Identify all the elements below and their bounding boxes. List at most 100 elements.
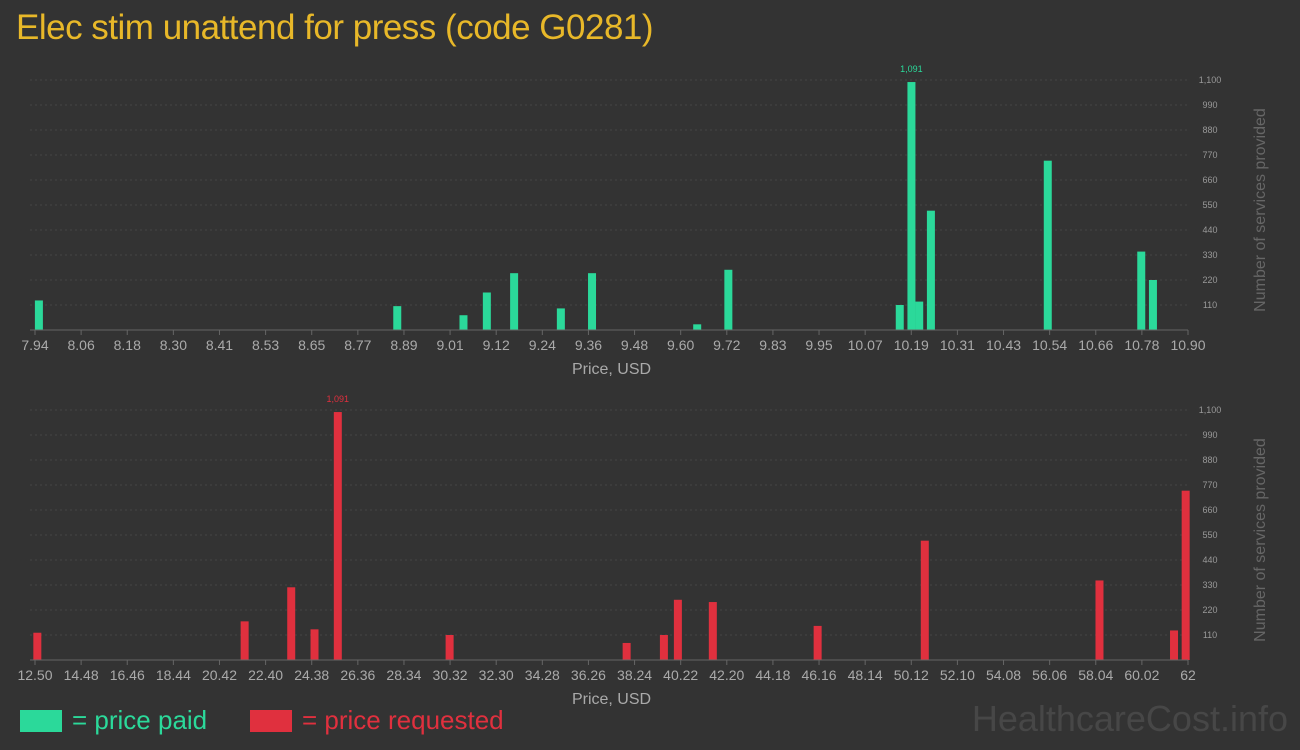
watermark-logo: HealthcareCost.info — [971, 698, 1288, 739]
x-tick-label: 10.90 — [1170, 337, 1205, 353]
bar — [693, 324, 702, 330]
x-tick-label: 24.38 — [294, 667, 329, 683]
x-tick-label: 52.10 — [940, 667, 975, 683]
bar — [393, 306, 402, 330]
x-tick-label: 8.65 — [298, 337, 325, 353]
x-tick-label: 30.32 — [433, 667, 468, 683]
x-tick-label: 8.77 — [344, 337, 371, 353]
y-tick-label: 440 — [1202, 555, 1217, 565]
paid-swatch — [20, 709, 62, 732]
x-tick-label: 46.16 — [802, 667, 837, 683]
y-tick-label: 550 — [1202, 530, 1217, 540]
x-tick-label: 9.72 — [713, 337, 740, 353]
x-tick-label: 7.94 — [21, 337, 48, 353]
x-tick-label: 8.06 — [67, 337, 94, 353]
bar — [556, 308, 565, 330]
x-tick-label: 40.22 — [663, 667, 698, 683]
bar — [459, 315, 468, 330]
bar — [33, 632, 42, 660]
x-tick-label: 12.50 — [17, 667, 52, 683]
bar — [724, 269, 733, 330]
x-tick-label: 56.06 — [1032, 667, 1067, 683]
bar — [673, 599, 682, 660]
x-tick-label: 9.60 — [667, 337, 694, 353]
x-tick-label: 9.36 — [575, 337, 602, 353]
y-axis-label: Number of services provided — [1252, 438, 1269, 642]
y-tick-label: 990 — [1202, 430, 1217, 440]
bar — [588, 273, 597, 330]
bar — [915, 301, 924, 330]
y-tick-label: 880 — [1202, 125, 1217, 135]
legend-requested-label: = price requested — [302, 705, 504, 735]
bar — [1043, 160, 1052, 330]
x-tick-label: 50.12 — [894, 667, 929, 683]
x-tick-label: 10.19 — [894, 337, 929, 353]
y-tick-label: 440 — [1202, 225, 1217, 235]
x-tick-label: 22.40 — [248, 667, 283, 683]
x-tick-label: 32.30 — [479, 667, 514, 683]
x-tick-label: 9.01 — [436, 337, 463, 353]
y-tick-label: 110 — [1203, 300, 1217, 310]
y-tick-label: 330 — [1202, 580, 1217, 590]
y-tick-label: 1,100 — [1199, 405, 1222, 415]
max-value-label: 1,091 — [327, 394, 350, 404]
bar — [445, 635, 454, 660]
y-tick-label: 220 — [1202, 275, 1217, 285]
x-axis-label: Price, USD — [572, 361, 651, 378]
x-tick-label: 54.08 — [986, 667, 1021, 683]
x-tick-label: 20.42 — [202, 667, 237, 683]
bar — [240, 621, 249, 660]
bar — [895, 305, 904, 330]
x-tick-label: 8.41 — [206, 337, 233, 353]
y-tick-label: 660 — [1202, 505, 1217, 515]
x-tick-label: 38.24 — [617, 667, 652, 683]
x-tick-label: 18.44 — [156, 667, 191, 683]
legend-requested: = price requested — [250, 705, 504, 736]
bar — [659, 635, 668, 660]
bar — [1095, 580, 1104, 660]
bar — [1148, 280, 1157, 330]
bar — [920, 540, 929, 660]
x-tick-label: 9.12 — [483, 337, 510, 353]
x-tick-label: 9.48 — [621, 337, 648, 353]
y-tick-label: 770 — [1202, 480, 1217, 490]
x-tick-label: 9.83 — [759, 337, 786, 353]
bar — [287, 587, 296, 660]
price-paid-chart: 110 220 330 440 550 660 770 880 990 1,100 1,091 7.9… — [21, 64, 1269, 378]
max-value-label: 1,091 — [900, 64, 923, 74]
y-tick-label: 770 — [1202, 150, 1217, 160]
page-title: Elec stim unattend for press (code G0281… — [16, 8, 654, 47]
x-tick-label: 60.02 — [1124, 667, 1159, 683]
y-tick-label: 330 — [1202, 250, 1217, 260]
x-tick-label: 10.78 — [1124, 337, 1159, 353]
x-tick-label: 42.20 — [709, 667, 744, 683]
bar — [708, 602, 717, 660]
bar — [510, 273, 519, 330]
x-tick-label: 10.07 — [848, 337, 883, 353]
bar — [482, 292, 491, 330]
bar — [907, 82, 916, 330]
y-tick-label: 220 — [1202, 605, 1217, 615]
x-tick-label: 10.31 — [940, 337, 975, 353]
x-tick-label: 58.04 — [1078, 667, 1113, 683]
bar — [34, 300, 43, 330]
x-tick-label: 9.24 — [529, 337, 556, 353]
x-tick-label: 26.36 — [340, 667, 375, 683]
bar — [1181, 490, 1190, 660]
bar — [926, 210, 935, 330]
x-tick-label: 10.54 — [1032, 337, 1067, 353]
x-tick-label: 34.28 — [525, 667, 560, 683]
x-tick-label: 62 — [1180, 667, 1196, 683]
x-tick-label: 8.53 — [252, 337, 279, 353]
y-tick-label: 1,100 — [1199, 75, 1222, 85]
bar — [622, 642, 631, 660]
requested-swatch — [250, 709, 292, 732]
x-tick-label: 44.18 — [755, 667, 790, 683]
bar — [1137, 251, 1146, 330]
bar — [1170, 630, 1179, 660]
bar — [310, 629, 319, 660]
y-tick-label: 550 — [1202, 200, 1217, 210]
y-tick-label: 110 — [1203, 630, 1217, 640]
x-tick-label: 16.46 — [110, 667, 145, 683]
bar — [813, 625, 822, 660]
